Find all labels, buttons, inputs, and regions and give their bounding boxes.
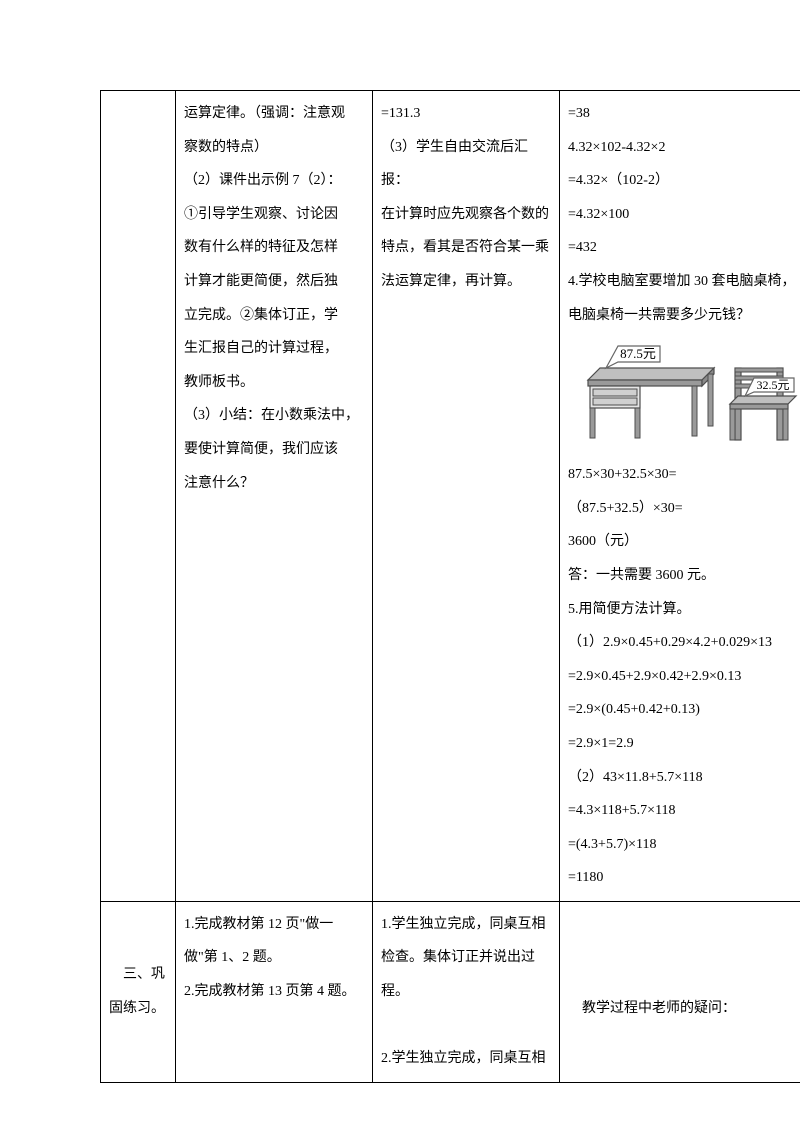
text: =4.3×118+5.7×118 — [568, 803, 676, 818]
text: =2.9×1=2.9 — [568, 736, 634, 751]
text: 2.完成教材第 13 页第 4 题。 — [184, 984, 356, 999]
section-label-cell: 三、巩 固练习。 — [101, 901, 176, 1082]
text: =4.32×（102-2） — [568, 173, 669, 188]
table-row: 运算定律。（强调：注意观 察数的特点） （2）课件出示例 7（2）： ①引导学生… — [101, 91, 800, 902]
text: =432 — [568, 240, 597, 255]
text: （3）学生自由交流后汇报： — [381, 140, 528, 189]
text: 特点，看其是否符合某一乘 — [381, 240, 549, 255]
teacher-activity-cell: 1.完成教材第 12 页"做一 做"第 1、2 题。 2.完成教材第 13 页第… — [176, 901, 373, 1082]
text: 87.5×30+32.5×30= — [568, 467, 677, 482]
text: 数有什么样的特征及怎样 — [184, 240, 338, 255]
text: 1.学生独立完成，同桌互相 — [381, 917, 546, 932]
lesson-table: 运算定律。（强调：注意观 察数的特点） （2）课件出示例 7（2）： ①引导学生… — [100, 90, 800, 1083]
section-label-cell — [101, 91, 176, 902]
text: （3）小结：在小数乘法中， — [184, 408, 359, 423]
text: 答：一共需要 3600 元。 — [568, 568, 715, 583]
text: 计算才能更简便，然后独 — [184, 274, 338, 289]
text: 法运算定律，再计算。 — [381, 274, 521, 289]
text: 5.用简便方法计算。 — [568, 602, 691, 617]
text: （87.5+32.5）×30= — [568, 501, 683, 516]
text: =2.9×(0.45+0.42+0.13) — [568, 702, 700, 717]
text: 3600（元） — [568, 534, 638, 549]
page: 运算定律。（强调：注意观 察数的特点） （2）课件出示例 7（2）： ①引导学生… — [0, 0, 800, 1143]
text: =1180 — [568, 870, 603, 885]
text: 要使计算简便，我们应该 — [184, 442, 338, 457]
student-activity-cell: 1.学生独立完成，同桌互相 检查。集体订正并说出过程。 2.学生独立完成，同桌互… — [373, 901, 560, 1082]
section-label: 固练习。 — [109, 1001, 165, 1016]
text: 2.学生独立完成，同桌互相 — [381, 1051, 546, 1066]
section-label: 三、巩 — [109, 967, 165, 982]
text: 4.32×102-4.32×2 — [568, 140, 665, 155]
text: =38 — [568, 106, 590, 121]
text: =(4.3+5.7)×118 — [568, 837, 657, 852]
text: 在计算时应先观察各个数的 — [381, 207, 549, 222]
chair-icon: 32.5元 — [730, 368, 796, 440]
text: 生汇报自己的计算过程， — [184, 341, 338, 356]
text: （2）课件出示例 7（2）： — [184, 173, 342, 188]
text: 电脑桌椅一共需要多少元钱？ — [568, 308, 750, 323]
text: 注意什么？ — [184, 476, 254, 491]
text: 教学过程中老师的疑问： — [568, 1001, 736, 1016]
text: =2.9×0.45+2.9×0.42+2.9×0.13 — [568, 669, 741, 684]
text: （2）43×11.8+5.7×118 — [568, 770, 703, 785]
teacher-activity-cell: 运算定律。（强调：注意观 察数的特点） （2）课件出示例 7（2）： ①引导学生… — [176, 91, 373, 902]
desk-chair-figure: 87.5元 — [570, 338, 800, 448]
text: 4.学校电脑室要增加 30 套电脑桌椅， — [568, 274, 796, 289]
exercise-cell: =38 4.32×102-4.32×2 =4.32×（102-2） =4.32×… — [560, 91, 800, 902]
text: 教师板书。 — [184, 375, 254, 390]
text: =131.3 — [381, 106, 420, 121]
student-activity-cell: =131.3 （3）学生自由交流后汇报： 在计算时应先观察各个数的 特点，看其是… — [373, 91, 560, 902]
desk-icon: 87.5元 — [588, 346, 714, 438]
text: 察数的特点） — [184, 140, 268, 155]
desk-price-label: 87.5元 — [620, 346, 656, 361]
text: 做"第 1、2 题。 — [184, 950, 281, 965]
text: 检查。集体订正并说出过程。 — [381, 950, 535, 999]
text: 运算定律。（强调：注意观 — [184, 106, 345, 121]
text: （1）2.9×0.45+0.29×4.2+0.029×13 — [568, 635, 772, 650]
text: 立完成。②集体订正，学 — [184, 308, 338, 323]
notes-cell: 教学过程中老师的疑问： — [560, 901, 800, 1082]
text: ①引导学生观察、讨论因 — [184, 207, 338, 222]
text: 1.完成教材第 12 页"做一 — [184, 917, 333, 932]
text: =4.32×100 — [568, 207, 629, 222]
chair-price-label: 32.5元 — [756, 378, 789, 392]
table-row: 三、巩 固练习。 1.完成教材第 12 页"做一 做"第 1、2 题。 2.完成… — [101, 901, 800, 1082]
